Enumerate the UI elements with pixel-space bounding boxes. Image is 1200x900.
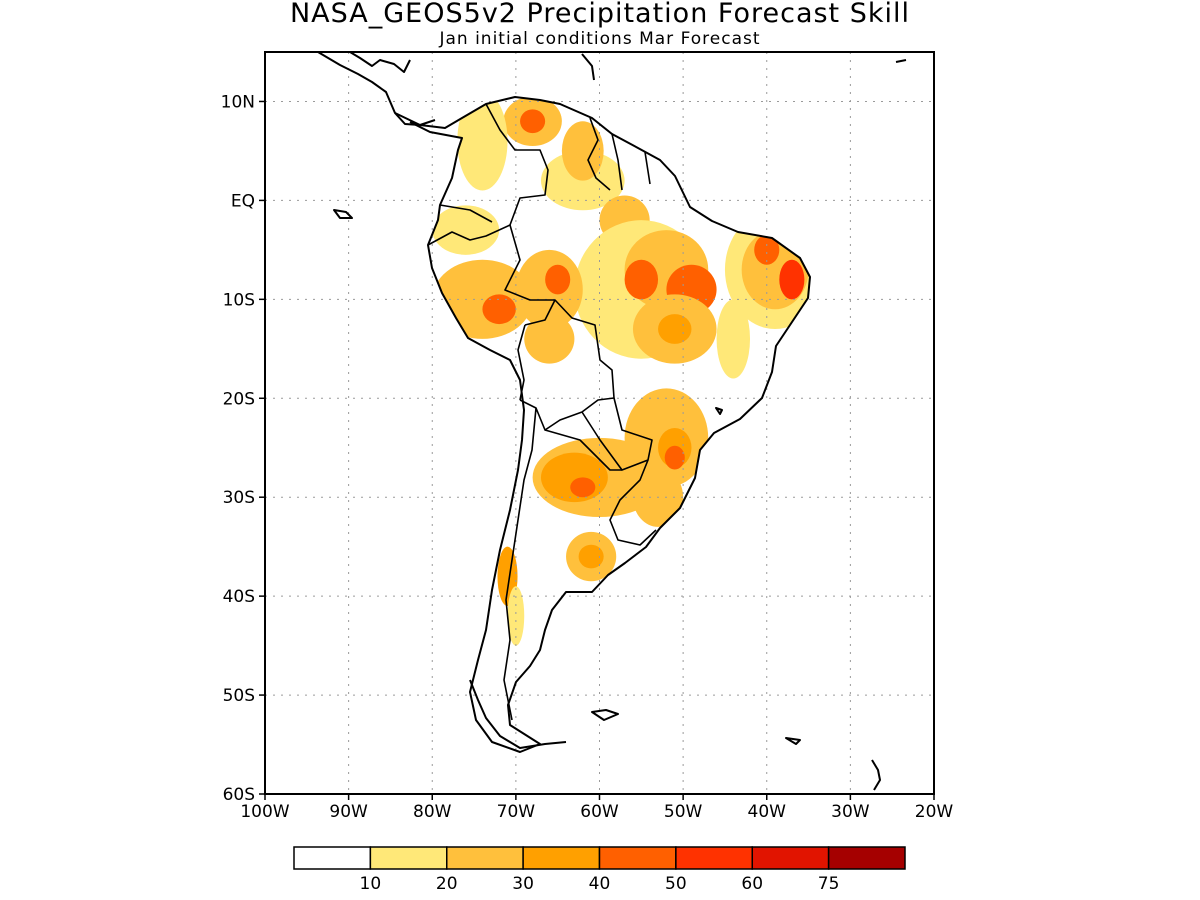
latitude-axis: 10N EQ 10S 20S 30S 40S 50S 60S [221,92,265,805]
lon-tick-label: 60W [580,802,619,822]
skill-patch [664,445,685,470]
skill-patch [578,544,604,569]
skill-patch [716,299,751,379]
colorbar-swatch [675,846,753,870]
lon-tick-label: 90W [329,802,368,822]
lat-tick-label: 10S [223,290,255,310]
lon-tick-label: 80W [413,802,452,822]
skill-patch [561,121,604,181]
colorbar-label: 60 [741,874,763,894]
lat-tick-label: 10N [221,92,255,112]
colorbar-label: 30 [512,874,534,894]
colorbar-swatch [369,846,448,870]
colorbar-swatch [293,846,372,870]
skill-patch [520,109,546,134]
colorbar-label: 50 [665,874,687,894]
lat-tick-label: 30S [223,488,255,508]
colorbar-swatch [446,846,524,870]
colorbar-label: 75 [818,874,840,894]
longitude-axis: 100W 90W 80W 70W 60W 50W 40W 30W 20W [240,794,953,822]
skill-patch [754,235,780,265]
lat-tick-label: EQ [231,191,255,211]
colorbar-label: 20 [436,874,458,894]
lon-tick-label: 70W [497,802,536,822]
lon-tick-label: 50W [664,802,703,822]
colorbar-swatch [751,846,830,870]
skill-patch [624,259,659,300]
skill-patch [524,314,575,364]
lon-tick-label: 20W [915,802,954,822]
skill-patch [779,259,805,300]
lat-tick-label: 50S [223,686,255,706]
skill-patch [432,205,500,255]
colorbar-label: 40 [589,874,611,894]
colorbar-swatch [598,846,677,870]
colorbar-swatch [522,846,601,870]
skill-patch [540,452,608,503]
skill-patch [482,294,516,325]
lat-tick-label: 40S [223,587,255,607]
lon-tick-label: 30W [831,802,870,822]
skill-patch [658,314,692,344]
lat-tick-label: 20S [223,389,255,409]
skill-patch [457,97,508,191]
lon-tick-label: 100W [240,802,289,822]
map-title: NASA_GEOS5v2 Precipitation Forecast Skil… [290,0,910,29]
colorbar-swatch [827,846,906,870]
skill-shading-layer [432,97,810,646]
skill-patch [545,264,571,295]
colorbar-label: 10 [360,874,382,894]
country-borders [427,103,657,721]
colorbar: 10 20 30 40 50 60 75 [293,846,906,894]
lon-tick-label: 40W [748,802,787,822]
lat-tick-label: 60S [223,785,255,805]
skill-patch [570,477,596,498]
coastline [317,52,907,791]
map-subtitle: Jan initial conditions Mar Forecast [438,29,760,49]
skill-patch [507,586,525,646]
